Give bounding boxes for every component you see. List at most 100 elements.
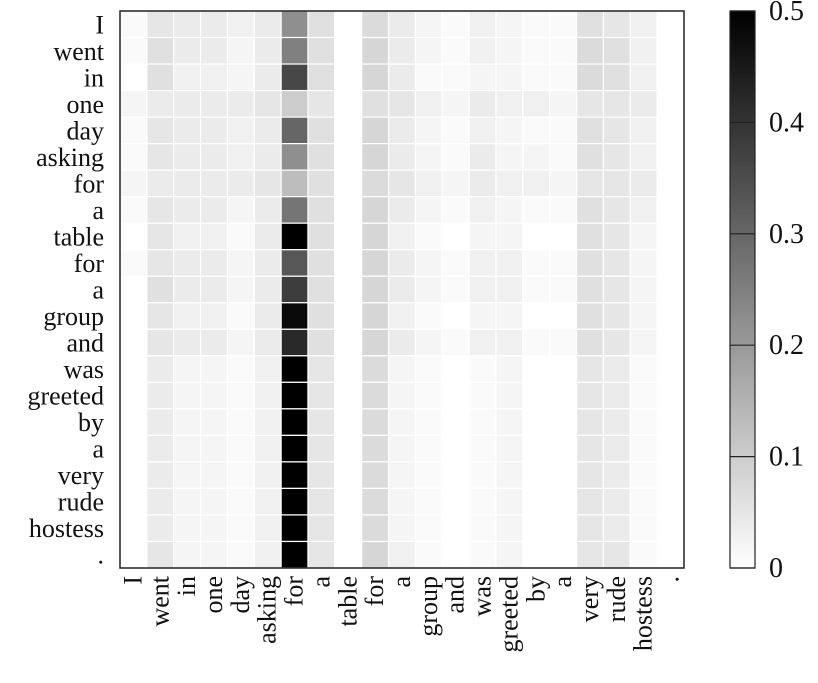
heatmap-cell-r4-c1 xyxy=(146,116,175,145)
heatmap-cell-r4-c10 xyxy=(387,116,417,145)
heatmap-cell-r0-c2 xyxy=(173,10,202,39)
heatmap-cell-r12-c8 xyxy=(334,328,363,357)
heatmap-cell-r1-c19 xyxy=(629,36,658,65)
colorbar-ticks: 0 0.1 0.2 0.3 0.4 0.5 xyxy=(730,0,804,584)
heatmap-cell-r8-c3 xyxy=(199,222,229,251)
heatmap-cell-r20-c2 xyxy=(173,540,202,569)
heatmap-cell-r13-c2 xyxy=(173,355,202,383)
heatmap-cell-r5-c12 xyxy=(441,143,470,171)
heatmap-cell-r18-c8 xyxy=(334,487,363,516)
heatmap-cell-r12-c11 xyxy=(414,328,443,357)
heatmap-cell-r16-c10 xyxy=(387,434,417,463)
heatmap-cell-r17-c15 xyxy=(522,461,551,490)
heatmap-cell-r0-c3 xyxy=(199,10,229,39)
heatmap-cell-r9-c12 xyxy=(441,249,470,277)
heatmap-cell-r1-c16 xyxy=(549,36,578,65)
heatmap-cell-r10-c4 xyxy=(226,275,255,304)
heatmap-cell-r0-c14 xyxy=(495,10,524,39)
heatmap-cell-r0-c5 xyxy=(253,10,282,39)
heatmap-cell-r6-c2 xyxy=(173,169,202,198)
heatmap-cell-r3-c7 xyxy=(307,89,336,118)
heatmap-cell-r4-c0 xyxy=(119,116,148,145)
heatmap-cell-r11-c5 xyxy=(253,302,282,330)
heatmap-cell-r20-c5 xyxy=(253,540,282,569)
heatmap-cell-r17-c3 xyxy=(199,461,229,490)
heatmap-cell-r8-c15 xyxy=(522,222,551,251)
heatmap-cell-r1-c18 xyxy=(602,36,631,65)
heatmap-cell-r11-c15 xyxy=(522,302,551,330)
heatmap-cell-r7-c4 xyxy=(226,196,255,224)
heatmap-cell-r13-c15 xyxy=(522,355,551,383)
heatmap-cell-r15-c4 xyxy=(226,408,255,436)
heatmap-cell-r0-c9 xyxy=(361,10,390,39)
heatmap-cell-r7-c13 xyxy=(468,196,497,224)
heatmap-cell-r18-c4 xyxy=(226,487,255,516)
row-labels: Iwentinonedayaskingforatableforagroupand… xyxy=(27,10,104,569)
heatmap-cell-r20-c13 xyxy=(468,540,497,569)
heatmap-cell-r9-c6 xyxy=(280,249,309,277)
heatmap-cell-r9-c17 xyxy=(575,249,605,277)
heatmap-cell-r14-c5 xyxy=(253,381,282,410)
heatmap-cell-r13-c12 xyxy=(441,355,470,383)
heatmap-cell-r6-c18 xyxy=(602,169,631,198)
heatmap-cell-r10-c5 xyxy=(253,275,282,304)
heatmap-cell-r9-c3 xyxy=(199,249,229,277)
heatmap-cell-r16-c19 xyxy=(629,434,658,463)
heatmap-cell-r19-c20 xyxy=(656,514,685,543)
column-label: hostess xyxy=(629,576,658,651)
column-label: for xyxy=(280,576,309,607)
heatmap-cell-r10-c6 xyxy=(280,275,309,304)
heatmap-cell-r4-c3 xyxy=(199,116,229,145)
heatmap-cell-r12-c14 xyxy=(495,328,524,357)
heatmap-cell-r13-c7 xyxy=(307,355,336,383)
heatmap-cell-r10-c18 xyxy=(602,275,631,304)
row-label: I xyxy=(95,10,104,39)
heatmap-cell-r12-c5 xyxy=(253,328,282,357)
heatmap-cell-r11-c1 xyxy=(146,302,175,330)
heatmap-cell-r1-c5 xyxy=(253,36,282,65)
heatmap-cell-r3-c19 xyxy=(629,89,658,118)
heatmap-cell-r17-c4 xyxy=(226,461,255,490)
heatmap-cell-r18-c2 xyxy=(173,487,202,516)
heatmap-cell-r19-c5 xyxy=(253,514,282,543)
heatmap-cell-r3-c13 xyxy=(468,89,497,118)
heatmap-cell-r6-c11 xyxy=(414,169,443,198)
heatmap-cell-r5-c10 xyxy=(387,143,417,171)
heatmap-cell-r13-c20 xyxy=(656,355,685,383)
column-label: group xyxy=(414,576,443,637)
heatmap-cell-r3-c9 xyxy=(361,89,390,118)
heatmap-cell-r6-c14 xyxy=(495,169,524,198)
column-label: was xyxy=(468,576,497,616)
heatmap-cell-r14-c14 xyxy=(495,381,524,410)
heatmap-cell-r0-c16 xyxy=(549,10,578,39)
heatmap-cell-r4-c11 xyxy=(414,116,443,145)
heatmap-cell-r17-c5 xyxy=(253,461,282,490)
heatmap-cell-r20-c12 xyxy=(441,540,470,569)
heatmap-cell-r3-c20 xyxy=(656,89,685,118)
heatmap-cell-r20-c9 xyxy=(361,540,390,569)
colorbar-tick-label: 0.4 xyxy=(769,107,804,138)
heatmap-cell-r15-c7 xyxy=(307,408,336,436)
heatmap-cell-r5-c11 xyxy=(414,143,443,171)
heatmap-cell-r11-c16 xyxy=(549,302,578,330)
heatmap-cell-r10-c10 xyxy=(387,275,417,304)
heatmap-cell-r15-c18 xyxy=(602,408,631,436)
heatmap-cell-r16-c5 xyxy=(253,434,282,463)
heatmap-cell-r2-c12 xyxy=(441,63,470,92)
column-label: asking xyxy=(253,576,282,644)
heatmap-cell-r11-c17 xyxy=(575,302,605,330)
heatmap-cell-r3-c3 xyxy=(199,89,229,118)
heatmap-cell-r12-c10 xyxy=(387,328,417,357)
heatmap-cell-r4-c7 xyxy=(307,116,336,145)
colorbar-tick-label: 0.2 xyxy=(769,330,804,361)
heatmap-cell-r16-c1 xyxy=(146,434,175,463)
heatmap-cell-r12-c0 xyxy=(119,328,148,357)
heatmap-cell-r4-c8 xyxy=(334,116,363,145)
heatmap-cell-r11-c6 xyxy=(280,302,309,330)
heatmap-cell-r17-c8 xyxy=(334,461,363,490)
heatmap-cell-r1-c3 xyxy=(199,36,229,65)
heatmap-cell-r14-c9 xyxy=(361,381,390,410)
heatmap-cell-r19-c10 xyxy=(387,514,417,543)
heatmap-cell-r16-c16 xyxy=(549,434,578,463)
